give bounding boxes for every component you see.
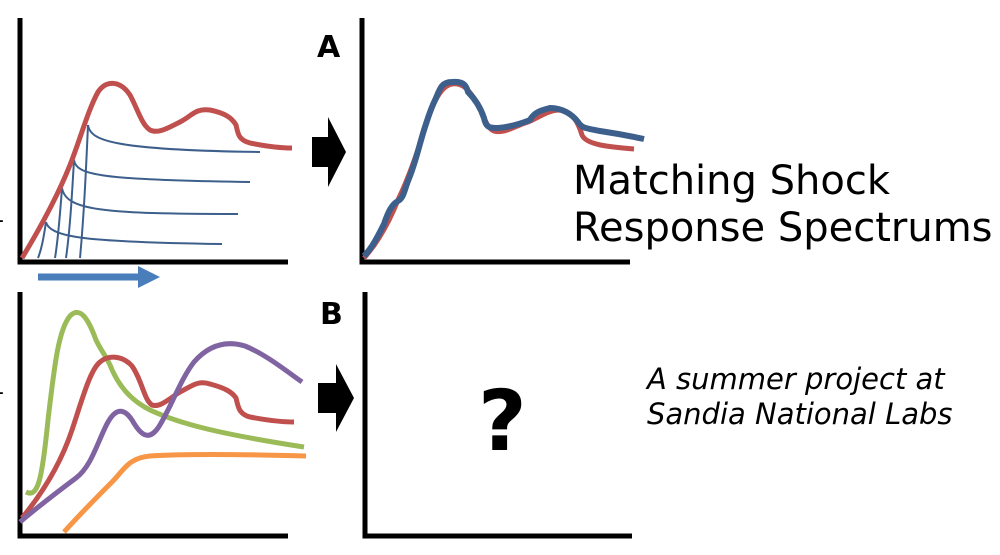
top-left-reference-curve [19,80,293,260]
top-left-response-family [37,124,261,259]
bottom-right-axes [362,292,632,539]
timeline-arrow-icon [38,266,160,288]
top-right-matched-curve [361,78,645,259]
right-arrow-icon [318,364,354,432]
bottom-left-red-curve [20,354,295,520]
subtitle-line-1: A summer project at [647,362,945,396]
bottom-left-axes [17,292,288,539]
axis-tick: - [0,208,4,233]
bottom-left-purple-curve [18,341,304,524]
top-left-axes [17,18,288,265]
panel-a-label: A [317,30,341,65]
right-arrow-icon [312,117,346,187]
title-line-2: Response Spectrums [573,205,993,251]
bottom-left-green-curve [24,310,305,496]
subtitle-line-2: Sandia National Labs [647,397,953,431]
top-right-axes [359,18,630,265]
axis-tick: - [0,380,4,405]
bottom-left-orange-curve [62,452,307,534]
unknown-result-symbol: ? [478,372,527,470]
title-line-1: Matching Shock [573,158,890,204]
panel-b-label: B [320,297,343,332]
